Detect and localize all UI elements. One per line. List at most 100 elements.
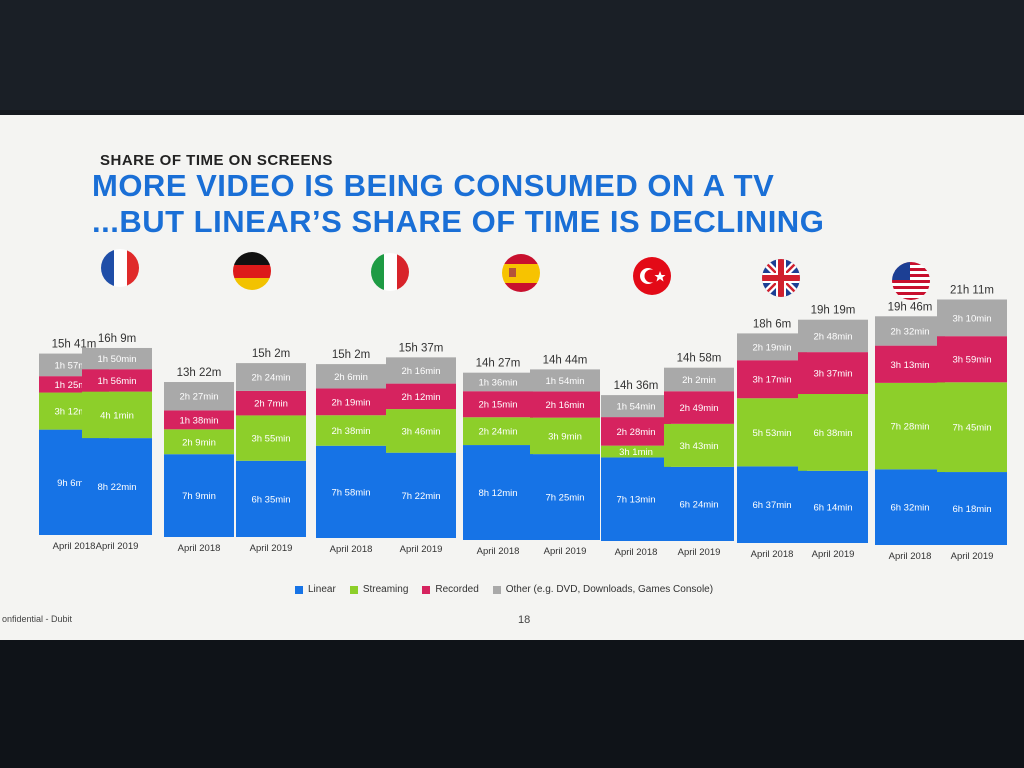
bar-total-label: 21h 11m	[950, 285, 994, 297]
bar-segment-recorded	[82, 369, 152, 392]
slide-headline-line2: ...BUT LINEAR’S SHARE OF TIME IS DECLINI…	[92, 204, 825, 239]
bar-segment-label: 2h 6min	[334, 372, 368, 383]
bar-segment-label: 3h 17min	[752, 375, 791, 386]
bar-segment-label: 4h 1min	[100, 410, 134, 421]
bar-segment-label: 1h 57min	[54, 360, 93, 371]
page-number: 18	[518, 614, 531, 626]
x-axis-label: April 2019	[812, 549, 855, 560]
legend-swatch-other	[492, 585, 501, 594]
x-axis-label: April 2019	[250, 543, 293, 554]
bar-segment-other	[82, 347, 152, 370]
bar-segment-label: 1h 54min	[616, 402, 655, 413]
bar-segment-label: 2h 28min	[616, 427, 655, 438]
bar-segment-label: 7h 9min	[182, 491, 216, 502]
bar-segment-label: 2h 12min	[401, 392, 440, 403]
bar-segment-linear	[386, 452, 456, 538]
bar-segment-streaming	[316, 415, 386, 446]
legend-item-recorded: Recorded	[422, 584, 479, 595]
bar-segment-linear	[530, 454, 600, 540]
bar-segment-other	[664, 367, 734, 392]
flag-germany-icon	[233, 252, 271, 290]
bar-segment-label: 1h 56min	[97, 376, 136, 387]
flag-france-icon	[101, 249, 139, 287]
bar-segment-label: 1h 54min	[545, 376, 584, 387]
bar-segment-label: 2h 19min	[752, 342, 791, 353]
room-background-top	[0, 0, 1024, 110]
bar-segment-label: 2h 16min	[545, 400, 584, 411]
bar-segment-linear	[737, 466, 807, 543]
bar-segment-label: 1h 38min	[179, 415, 218, 426]
bar-segment-label: 6h 37min	[752, 500, 791, 511]
x-axis-label: April 2019	[678, 547, 721, 558]
bar-segment-streaming	[386, 409, 456, 453]
bar-segment-label: 3h 9min	[548, 431, 582, 442]
bar-segment-linear	[236, 460, 306, 537]
bar-segment-recorded	[798, 352, 868, 395]
bar-segment-linear	[875, 469, 945, 545]
country-flags	[101, 249, 930, 300]
slide-headline-line1: MORE VIDEO IS BEING CONSUMED ON A TV	[92, 168, 775, 203]
bar-total-label: 14h 27m	[476, 358, 521, 370]
bar-segment-label: 1h 25min	[54, 380, 93, 391]
bar-total-label: 14h 58m	[677, 353, 722, 365]
x-axis-label: April 2018	[53, 541, 96, 552]
flag-usa-icon	[892, 262, 930, 300]
bar-segment-streaming	[798, 394, 868, 471]
bar-segment-linear	[316, 445, 386, 538]
bar-segment-streaming	[601, 445, 671, 458]
bar-segment-label: 3h 46min	[401, 426, 440, 437]
x-axis-label: April 2019	[96, 541, 139, 552]
bar-segment-label: 2h 19min	[331, 397, 370, 408]
bar-segment-other	[316, 364, 386, 389]
bar-segment-linear	[664, 466, 734, 541]
bar-segment-other	[236, 363, 306, 391]
bar-segment-label: 6h 38min	[813, 428, 852, 439]
bar-segment-label: 2h 16min	[401, 366, 440, 377]
x-axis-label: April 2018	[889, 551, 932, 562]
bar-segment-recorded	[530, 391, 600, 418]
bar-segment-streaming	[164, 429, 234, 455]
bar-segment-recorded	[463, 391, 533, 418]
flag-turkey-icon	[633, 257, 671, 295]
bar-segment-label: 1h 36min	[478, 377, 517, 388]
bar-segment-recorded	[737, 360, 807, 399]
legend-swatch-linear	[295, 585, 303, 594]
bar-segment-streaming	[463, 417, 533, 446]
bar-total-label: 14h 44m	[543, 354, 588, 366]
legend-label-other: Other (e.g. DVD, Downloads, Games Consol…	[505, 584, 714, 595]
bar-segment-label: 2h 7min	[254, 399, 288, 410]
bar-segment-label: 3h 59min	[952, 355, 991, 366]
bar-segment-label: 7h 13min	[616, 495, 655, 506]
bar-segment-label: 2h 48min	[813, 331, 852, 342]
bar-segment-other	[798, 319, 868, 353]
slide-subtitle: SHARE OF TIME ON SCREENS	[100, 152, 333, 169]
bar-segment-streaming	[82, 391, 152, 439]
bar-segment-label: 7h 28min	[890, 422, 929, 433]
bar-segment-label: 3h 37min	[813, 369, 852, 380]
legend-label-linear: Linear	[308, 584, 336, 595]
bar-segment-streaming	[664, 423, 734, 467]
bar-segment-label: 6h 24min	[679, 499, 718, 510]
bar-segment-label: 7h 45min	[952, 423, 991, 434]
x-axis-label: April 2018	[477, 546, 520, 557]
bar-total-label: 15h 37m	[399, 342, 444, 354]
x-axis-label: April 2018	[615, 547, 658, 558]
bar-segment-linear	[937, 472, 1007, 545]
bar-segment-recorded	[601, 417, 671, 446]
footer-confidential: onfidential - Dubit	[2, 614, 73, 624]
bar-segment-streaming	[737, 398, 807, 467]
bar-segment-other	[463, 372, 533, 392]
bar-segment-label: 2h 38min	[331, 426, 370, 437]
bar-segment-label: 9h 6min	[57, 478, 91, 489]
bar-segment-recorded	[386, 383, 456, 410]
bar-segment-label: 6h 14min	[813, 502, 852, 513]
legend-item-linear: Linear	[295, 584, 336, 595]
bar-segment-streaming	[875, 382, 945, 470]
bar-segment-label: 8h 12min	[478, 488, 517, 499]
bar-segment-label: 6h 18min	[952, 504, 991, 515]
bar-total-label: 19h 46m	[888, 301, 933, 313]
flag-italy-icon	[371, 253, 409, 291]
bar-segment-linear	[798, 470, 868, 543]
bar-segment-label: 7h 25min	[545, 493, 584, 504]
